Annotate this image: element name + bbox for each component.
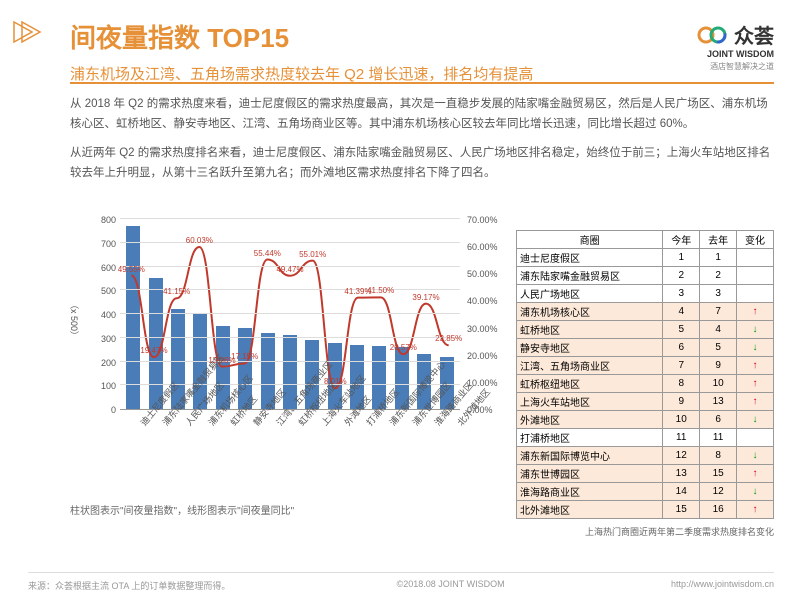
table-row: 浦东陆家嘴金融贸易区22 <box>517 267 774 285</box>
y-axis-right: 0.00%10.00%20.00%30.00%40.00%50.00%60.00… <box>465 220 505 410</box>
body-text: 从 2018 年 Q2 的需求热度来看，迪士尼度假区的需求热度最高，其次是一直稳… <box>70 95 774 193</box>
footer: 来源：众荟根据主流 OTA 上的订单数据整理而得。 ©2018.08 JOINT… <box>28 572 774 592</box>
x-label: 浦东世博园区 <box>409 419 420 428</box>
logo: 众荟 JOINT WISDOM 酒店智慧解决之道 <box>696 20 774 72</box>
pct-label: 49.55% <box>118 265 145 274</box>
logo-icon <box>696 24 730 46</box>
pct-label: 60.03% <box>186 236 213 245</box>
x-label: 打浦桥地区 <box>363 419 374 428</box>
paragraph-1: 从 2018 年 Q2 的需求热度来看，迪士尼度假区的需求热度最高，其次是一直稳… <box>70 95 774 134</box>
pct-label: 19.47% <box>140 346 167 355</box>
header: 间夜量指数 TOP15 浦东机场及江湾、五角场需求热度较去年 Q2 增长迅速，排… <box>70 18 533 84</box>
pct-label: 55.01% <box>299 250 326 259</box>
pct-label: 41.15% <box>163 287 190 296</box>
x-label: 虹桥枢纽地区 <box>295 419 306 428</box>
table-row: 静安寺地区65↓ <box>517 339 774 357</box>
x-label: 浦东新国际博览中心 <box>386 419 397 428</box>
pct-label: 41.50% <box>367 287 394 296</box>
x-axis-labels: 迪士尼度假区 浦东陆家嘴金融贸易区 人民广场地区 浦东机场核心区 虹桥地区 静安寺地区 江湾… <box>120 412 460 490</box>
table-header: 商圈 <box>517 231 663 249</box>
table-row: 江湾、五角场商业区79↑ <box>517 357 774 375</box>
x-label: 江湾、五角场商业区 <box>273 419 284 428</box>
chart-note: 柱状图表示"间夜量指数"，线形图表示"间夜量同比" <box>70 502 294 517</box>
table-row: 人民广场地区33 <box>517 285 774 303</box>
logo-en: JOINT WISDOM <box>696 49 774 59</box>
table-row: 迪士尼度假区11 <box>517 249 774 267</box>
x-label: 外滩地区 <box>341 419 352 428</box>
pct-label: 17.15% <box>231 353 258 362</box>
x-label: 迪士尼度假区 <box>137 419 148 428</box>
table-row: 北外滩地区1516↑ <box>517 501 774 519</box>
table-header: 去年 <box>700 231 737 249</box>
table-row: 虹桥枢纽地区810↑ <box>517 375 774 393</box>
table-row: 外滩地区106↓ <box>517 411 774 429</box>
x-label: 浦东陆家嘴金融贸易区 <box>159 419 170 428</box>
ranking-table: 商圈今年去年变化迪士尼度假区11浦东陆家嘴金融贸易区22人民广场地区33浦东机场… <box>516 230 774 519</box>
footer-copyright: ©2018.08 JOINT WISDOM <box>397 579 505 592</box>
page-title: 间夜量指数 TOP15 <box>70 18 533 55</box>
x-label: 人民广场地区 <box>182 419 193 428</box>
table-row: 淮海路商业区1412↓ <box>517 483 774 501</box>
table-row: 虹桥地区54↓ <box>517 321 774 339</box>
footer-source: 来源：众荟根据主流 OTA 上的订单数据整理而得。 <box>28 579 230 592</box>
footer-url: http://www.jointwisdom.cn <box>671 579 774 592</box>
x-label: 淮海路商业区 <box>431 419 442 428</box>
table-row: 打浦桥地区1111 <box>517 429 774 447</box>
table-row: 浦东世博园区1315↑ <box>517 465 774 483</box>
table-caption: 上海热门商圈近两年第二季度需求热度排名变化 <box>516 525 774 538</box>
header-divider <box>70 82 774 84</box>
pct-label: 23.85% <box>435 334 462 343</box>
y-axis-left: 0100200300400500600700800 <box>90 220 118 410</box>
table-row: 浦东机场核心区47↑ <box>517 303 774 321</box>
table-header: 变化 <box>737 231 774 249</box>
x-label: 虹桥地区 <box>227 419 238 428</box>
page-subtitle: 浦东机场及江湾、五角场需求热度较去年 Q2 增长迅速，排名均有提高 <box>70 63 533 84</box>
pct-label: 55.44% <box>254 249 281 258</box>
pct-label: 49.47% <box>276 265 303 274</box>
ranking-table-wrap: 商圈今年去年变化迪士尼度假区11浦东陆家嘴金融贸易区22人民广场地区33浦东机场… <box>516 230 774 538</box>
chart: （x 500） 0100200300400500600700800 0.00%1… <box>60 210 500 490</box>
logo-tag: 酒店智慧解决之道 <box>696 61 774 72</box>
table-header: 今年 <box>663 231 700 249</box>
left-decoration <box>0 0 55 602</box>
pct-label: 20.57% <box>390 343 417 352</box>
x-label: 浦东机场核心区 <box>205 419 216 428</box>
paragraph-2: 从近两年 Q2 的需求热度排名来看，迪士尼度假区、浦东陆家嘴金融贸易区、人民广场… <box>70 144 774 183</box>
x-label: 北外滩地区 <box>454 419 465 428</box>
table-row: 浦东新国际博览中心128↓ <box>517 447 774 465</box>
x-label: 上海火车站地区 <box>318 419 329 428</box>
x-label: 静安寺地区 <box>250 419 261 428</box>
y-axis-left-label: （x 500） <box>68 300 81 340</box>
logo-name: 众荟 <box>734 20 774 49</box>
pct-label: 39.17% <box>412 293 439 302</box>
table-row: 上海火车站地区913↑ <box>517 393 774 411</box>
